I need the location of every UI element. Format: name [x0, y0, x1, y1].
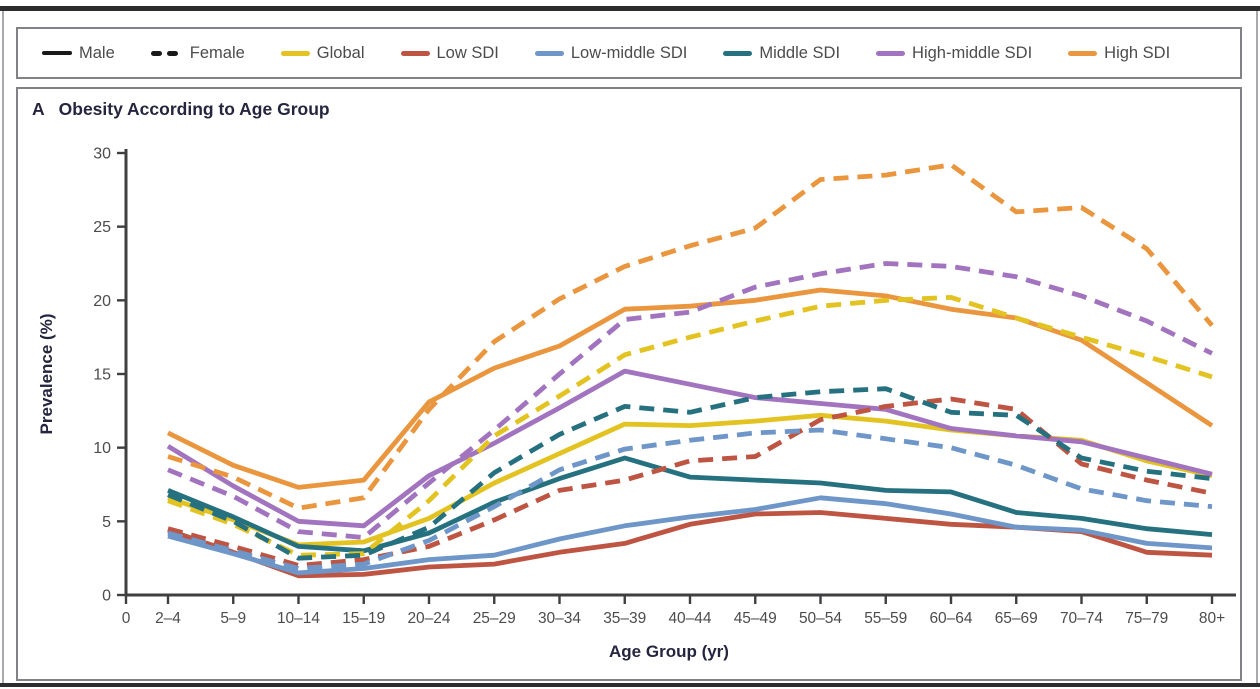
x-tick-label: 2–4: [155, 610, 181, 627]
x-tick-label: 10–14: [277, 610, 320, 627]
legend-item-low-sdi: Low SDI: [400, 43, 499, 63]
x-axis-title: Age Group (yr): [609, 642, 729, 661]
legend-label: Low-middle SDI: [570, 43, 688, 62]
panel-title: A Obesity According to Age Group: [32, 99, 330, 120]
series-low-sdi-female: [167, 396, 1213, 568]
series-middle-sdi-female: [167, 386, 1213, 561]
legend-label: High SDI: [1104, 43, 1171, 62]
dashed-line-swatch: [150, 50, 183, 56]
legend-label: High-middle SDI: [912, 43, 1033, 62]
legend-label: Female: [189, 43, 245, 62]
x-tick-label: 50–54: [799, 610, 842, 627]
series-low-middle-sdi-female: [167, 427, 1213, 571]
obesity-age-line-chart: 0 5 10 15 20 25 30 0 2–4 5–9 10–14 15–19 20–24 25–29 3…: [37, 146, 1238, 661]
line-swatch: [534, 50, 564, 56]
x-tick-label: 65–69: [995, 610, 1038, 627]
x-tick-label: 0: [122, 610, 131, 627]
y-axis-title: Prevalence (%): [37, 314, 56, 435]
y-tick-label: 25: [93, 219, 111, 236]
line-swatch: [400, 50, 430, 56]
figure-left-rule: [2, 11, 4, 683]
x-tick-label: 60–64: [929, 610, 972, 627]
series-middle-sdi-male: [167, 455, 1213, 554]
y-tick-label: 10: [93, 440, 111, 457]
line-swatch: [1068, 50, 1098, 56]
line-swatch: [723, 50, 753, 56]
chart-area: 0 5 10 15 20 25 30 0 2–4 5–9 10–14 15–19 20–24 25–29 3…: [22, 127, 1238, 680]
series-high-sdi-female: [167, 162, 1214, 511]
chart-legend: Male Female Global Low SDI Low-middle SDI Mid…: [16, 27, 1242, 79]
x-tick-label: 20–24: [407, 610, 450, 627]
line-swatch: [280, 50, 310, 56]
series-global-female: [167, 294, 1213, 558]
x-tick-label: 40–44: [668, 610, 711, 627]
line-swatch: [876, 50, 906, 56]
legend-item-middle-sdi: Middle SDI: [723, 44, 840, 63]
x-tick-label: 45–49: [734, 610, 777, 627]
x-tick-label: 80+: [1199, 610, 1225, 627]
x-tick-label: 15–19: [342, 610, 385, 627]
legend-label: Global: [316, 43, 365, 62]
legend-item-global: Global: [280, 43, 365, 63]
x-tick-label: 30–34: [538, 610, 581, 627]
line-swatch: [42, 50, 72, 56]
series-low-middle-sdi-male: [167, 495, 1213, 576]
figure-right-rule: [1256, 11, 1258, 683]
x-tick-label: 5–9: [220, 610, 246, 627]
y-tick-label: 0: [102, 588, 111, 605]
figure-bottom-rule: [0, 683, 1260, 687]
y-tick-label: 5: [102, 514, 111, 531]
chart-panel: A Obesity According to Age Group 0 5 10 15 20…: [16, 87, 1242, 681]
x-tick-label: 70–74: [1060, 610, 1103, 627]
x-tick-label: 75–79: [1125, 610, 1168, 627]
x-tick-label: 35–39: [603, 610, 646, 627]
legend-item-high-sdi: High SDI: [1068, 44, 1170, 63]
x-tick-label: 25–29: [473, 610, 516, 627]
panel-title-text: Obesity According to Age Group: [58, 99, 330, 119]
legend-item-low-middle-sdi: Low-middle SDI: [534, 43, 688, 63]
x-tick-label: 55–59: [864, 610, 907, 627]
legend-item-high-middle-sdi: High-middle SDI: [876, 44, 1032, 63]
y-tick-label: 30: [93, 146, 111, 163]
legend-label: Middle SDI: [759, 43, 841, 62]
legend-item-female: Female: [150, 43, 245, 63]
legend-label: Male: [79, 43, 115, 62]
legend-item-male: Male: [42, 44, 115, 63]
series-high-sdi-male: [166, 287, 1214, 490]
y-tick-label: 15: [93, 367, 111, 384]
panel-letter: A: [32, 99, 45, 119]
y-tick-label: 20: [93, 293, 111, 310]
series-high-middle-sdi-male: [166, 368, 1213, 529]
series-high-middle-sdi-female: [167, 261, 1214, 540]
figure-top-rule: [0, 6, 1260, 11]
legend-label: Low SDI: [436, 43, 499, 62]
